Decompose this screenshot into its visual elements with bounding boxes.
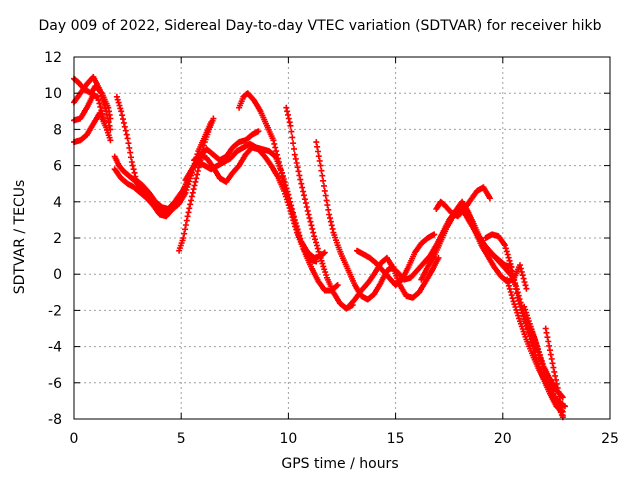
tick-labels: 0 5 10 15 20 25 -8 -6 -4 -2 0 2 4 6 8 10 12 — [44, 50, 619, 447]
y-tick-label: 6 — [53, 159, 62, 175]
series-arc-26 — [542, 325, 566, 419]
y-tick-label: 10 — [44, 86, 62, 102]
y-tick-label: 2 — [53, 231, 62, 247]
y-tick-label: -2 — [48, 303, 62, 319]
x-tick-label: 0 — [70, 431, 79, 447]
y-tick-label: 8 — [53, 122, 62, 138]
y-tick-label: -6 — [48, 376, 62, 392]
y-tick-label: 12 — [44, 50, 62, 66]
y-tick-label: 0 — [53, 267, 62, 283]
series-arc-16 — [354, 231, 438, 289]
series-arc-20 — [446, 198, 530, 292]
series-arc-25 — [525, 318, 564, 415]
data-points — [71, 73, 568, 421]
x-tick-label: 5 — [177, 431, 186, 447]
data-marker-path — [446, 198, 530, 292]
y-tick-label: -8 — [48, 412, 62, 428]
x-tick-label: 10 — [279, 431, 297, 447]
grid-lines — [74, 57, 610, 419]
y-tick-label: -4 — [48, 340, 62, 356]
series-arc-12 — [236, 90, 341, 294]
x-tick-label: 20 — [494, 431, 512, 447]
data-marker-path — [354, 231, 438, 289]
series-arc-13 — [283, 104, 356, 312]
data-marker-path — [542, 325, 566, 419]
data-marker-path — [283, 104, 356, 312]
x-axis-label: GPS time / hours — [281, 456, 399, 472]
series-arc-8 — [176, 115, 217, 254]
plot-frame — [73, 56, 611, 420]
y-tick-label: 4 — [53, 195, 62, 211]
data-marker-path — [525, 318, 564, 415]
chart-title: Day 009 of 2022, Sidereal Day-to-day VTE… — [38, 18, 602, 34]
data-marker-path — [176, 115, 217, 254]
x-tick-label: 25 — [601, 431, 619, 447]
data-marker-path — [236, 90, 341, 294]
x-tick-label: 15 — [387, 431, 405, 447]
